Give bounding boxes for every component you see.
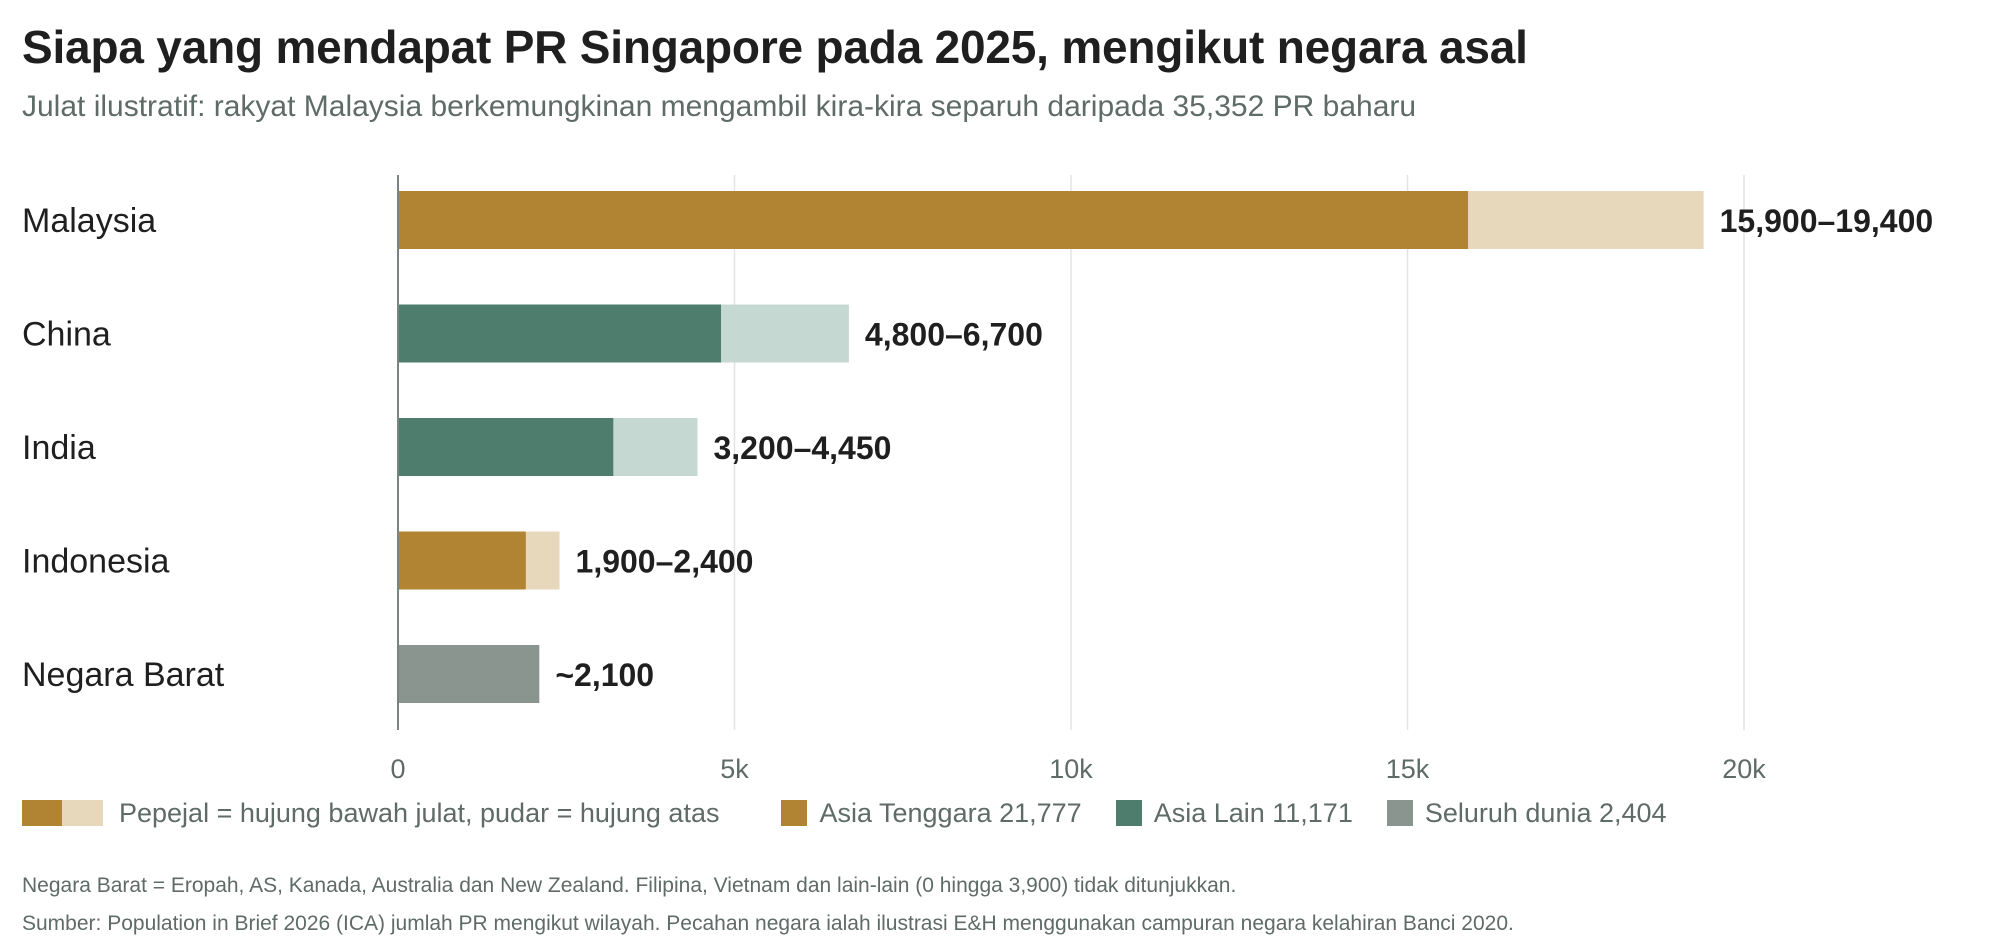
bar-high-china xyxy=(721,304,849,363)
legend: Pepejal = hujung bawah julat, pudar = hu… xyxy=(22,796,1701,830)
legend-label-asia-lain: Asia Lain 11,171 xyxy=(1153,797,1353,828)
legend-swatch-asia-tenggara xyxy=(781,800,808,826)
value-label-malaysia: 15,900–19,400 xyxy=(1720,203,1934,239)
category-label-india: India xyxy=(22,429,96,467)
x-tick-label-15k: 15k xyxy=(1386,754,1430,784)
value-label-negara-barat: ~2,100 xyxy=(555,657,654,693)
legend-item-asia-tenggara: Asia Tenggara 21,777 xyxy=(781,797,1082,829)
legend-label-seluruh-dunia: Seluruh dunia 2,404 xyxy=(1424,797,1667,828)
legend-range-note: Pepejal = hujung bawah julat, pudar = hu… xyxy=(22,798,719,829)
footnote-source: Sumber: Population in Brief 2026 (ICA) j… xyxy=(22,912,1514,935)
legend-item-asia-lain: Asia Lain 11,171 xyxy=(1115,797,1353,829)
legend-label-asia-tenggara: Asia Tenggara 21,777 xyxy=(819,797,1082,828)
legend-solid-swatch xyxy=(22,800,62,826)
legend-swatch-seluruh-dunia xyxy=(1386,800,1413,826)
legend-swatch-asia-lain xyxy=(1115,800,1142,826)
value-label-indonesia: 1,900–2,400 xyxy=(576,544,754,580)
footnote-definition: Negara Barat = Eropah, AS, Kanada, Austr… xyxy=(22,874,1237,897)
legend-range-note-label: Pepejal = hujung bawah julat, pudar = hu… xyxy=(119,797,720,828)
chart-subtitle: Julat ilustratif: rakyat Malaysia berkem… xyxy=(22,90,1417,123)
value-label-china: 4,800–6,700 xyxy=(865,317,1043,353)
chart-title: Siapa yang mendapat PR Singapore pada 20… xyxy=(22,21,1528,73)
value-label-india: 3,200–4,450 xyxy=(713,430,891,466)
x-tick-label-10k: 10k xyxy=(1049,754,1093,784)
bar-low-china xyxy=(398,304,722,363)
bar-low-indonesia xyxy=(398,531,526,590)
bar-high-india xyxy=(613,418,698,476)
bar-low-india xyxy=(398,418,614,476)
x-tick-label-20k: 20k xyxy=(1722,754,1766,784)
x-tick-label-5k: 5k xyxy=(720,754,749,784)
category-label-china: China xyxy=(22,316,111,354)
x-tick-label-0: 0 xyxy=(390,754,405,784)
bar-chart: 0 5k 10k 15k 20k Malaysia 15,900–19,400 China 4,… xyxy=(22,175,1934,784)
bar-high-indonesia xyxy=(525,531,560,590)
bar-high-malaysia xyxy=(1468,191,1704,249)
legend-faded-swatch xyxy=(62,800,103,826)
category-label-negara-barat: Negara Barat xyxy=(22,656,225,694)
legend-item-seluruh-dunia: Seluruh dunia 2,404 xyxy=(1386,797,1667,829)
bar-low-malaysia xyxy=(398,191,1469,249)
category-label-malaysia: Malaysia xyxy=(22,202,156,240)
category-label-indonesia: Indonesia xyxy=(22,543,170,581)
bar-low-negara-barat xyxy=(398,645,540,703)
